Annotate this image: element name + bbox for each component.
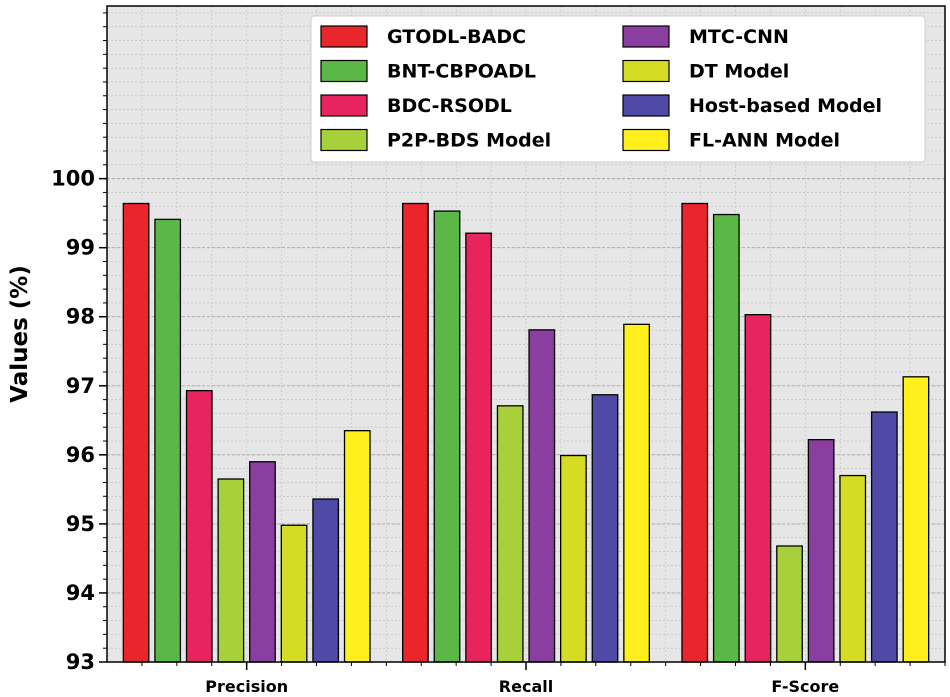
bar [807,439,835,663]
bar [249,461,276,663]
bar [122,202,150,663]
legend-swatch [320,59,368,83]
y-axis: 93 94 95 96 97 98 99 100 [51,12,107,674]
legend-swatch [622,25,670,48]
legend-label: BDC-RSODL [387,95,512,117]
legend-swatch [622,94,670,117]
bar [343,430,371,663]
legend-label: GTODL-BADC [387,26,526,48]
legend-label: P2P-BDS Model [387,130,551,152]
x-axis: Precision Recall F-Score [141,662,946,696]
y-tick-label: 98 [66,305,95,329]
y-tick-label: 95 [66,512,95,536]
bar [280,524,308,663]
bar [312,498,340,663]
bar [712,213,740,663]
bar [839,474,867,663]
legend-swatch [320,128,368,152]
legend: GTODL-BADC BNT-CBPOADL BDC-RSODL P2P-BDS Mo… [310,15,926,163]
bar [902,376,930,663]
legend-label: Host-based Model [689,95,882,117]
bar [433,210,461,663]
bar [623,323,650,663]
bar [776,545,803,663]
x-tick-label: F-Score [771,677,839,696]
legend-swatch [622,128,670,152]
bar [560,454,587,663]
bar [154,218,182,663]
legend-label: DT Model [689,61,789,83]
y-tick-label: 97 [66,374,95,398]
legend-box [310,15,926,163]
y-tick-label: 100 [51,167,95,191]
bar [681,202,709,663]
y-tick-label: 99 [66,236,95,260]
bar [496,405,524,663]
x-tick-label: Recall [499,677,553,696]
legend-swatch [320,25,368,48]
y-tick-label: 93 [66,650,95,674]
bar [528,329,556,663]
bar [185,389,213,663]
y-tick-label: 96 [66,443,95,467]
legend-label: MTC-CNN [689,26,789,48]
bar [465,232,493,663]
y-axis-title: Values (%) [7,265,33,403]
legend-label: BNT-CBPOADL [387,61,536,83]
bar [401,202,429,663]
x-tick-label: Precision [205,677,288,696]
bar [591,394,619,663]
legend-swatch [320,94,368,117]
legend-swatch [622,59,670,83]
bar [744,314,772,663]
bar [217,478,245,663]
bars-group [122,202,930,663]
y-tick-label: 94 [66,581,95,605]
legend-label: FL-ANN Model [689,130,840,152]
bar [870,411,898,663]
